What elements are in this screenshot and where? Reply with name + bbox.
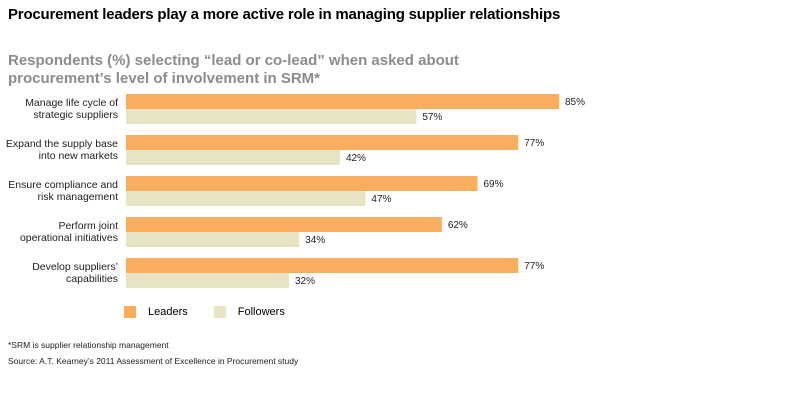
legend-item-leaders: Leaders xyxy=(124,306,188,318)
legend-label-leaders: Leaders xyxy=(148,306,188,318)
value-label-followers: 34% xyxy=(305,235,325,246)
value-label-leaders: 62% xyxy=(448,220,468,231)
legend-item-followers: Followers xyxy=(213,306,285,318)
value-label-leaders: 77% xyxy=(524,261,544,272)
legend-swatch-followers xyxy=(213,306,226,318)
chart-subtitle: Respondents (%) selecting “lead or co-le… xyxy=(8,52,459,87)
category-label: Ensure compliance and risk management xyxy=(8,179,118,203)
legend-swatch-leaders xyxy=(124,306,136,318)
bar-followers xyxy=(126,150,340,165)
legend: Leaders Followers xyxy=(124,306,311,318)
value-label-followers: 32% xyxy=(295,276,315,287)
value-label-followers: 47% xyxy=(371,194,391,205)
category-label: Develop suppliers’ capabilities xyxy=(32,261,118,285)
bar-followers xyxy=(126,109,417,124)
value-label-leaders: 77% xyxy=(524,138,544,149)
value-label-followers: 57% xyxy=(422,112,442,123)
category-label: Expand the supply base into new markets xyxy=(6,138,118,162)
source-note: Source: A.T. Kearney’s 2011 Assessment o… xyxy=(8,356,299,366)
chart-title: Procurement leaders play a more active r… xyxy=(8,6,561,23)
bar-leaders xyxy=(126,176,478,191)
bar-followers xyxy=(126,232,300,247)
bar-leaders xyxy=(126,217,442,232)
bar-followers xyxy=(126,191,366,206)
bar-followers xyxy=(126,273,290,288)
value-label-leaders: 69% xyxy=(483,179,503,190)
legend-label-followers: Followers xyxy=(237,306,285,318)
category-label: Manage life cycle of strategic suppliers xyxy=(25,97,118,121)
bar-leaders xyxy=(126,135,519,150)
bar-leaders xyxy=(126,94,559,109)
value-label-leaders: 85% xyxy=(565,97,585,108)
bar-leaders xyxy=(126,258,519,273)
value-label-followers: 42% xyxy=(346,153,366,164)
bar-chart: Manage life cycle of strategic suppliers 8… xyxy=(6,94,585,288)
footnote: *SRM is supplier relationship management xyxy=(8,340,169,350)
category-label: Perform joint operational initiatives xyxy=(20,220,118,244)
